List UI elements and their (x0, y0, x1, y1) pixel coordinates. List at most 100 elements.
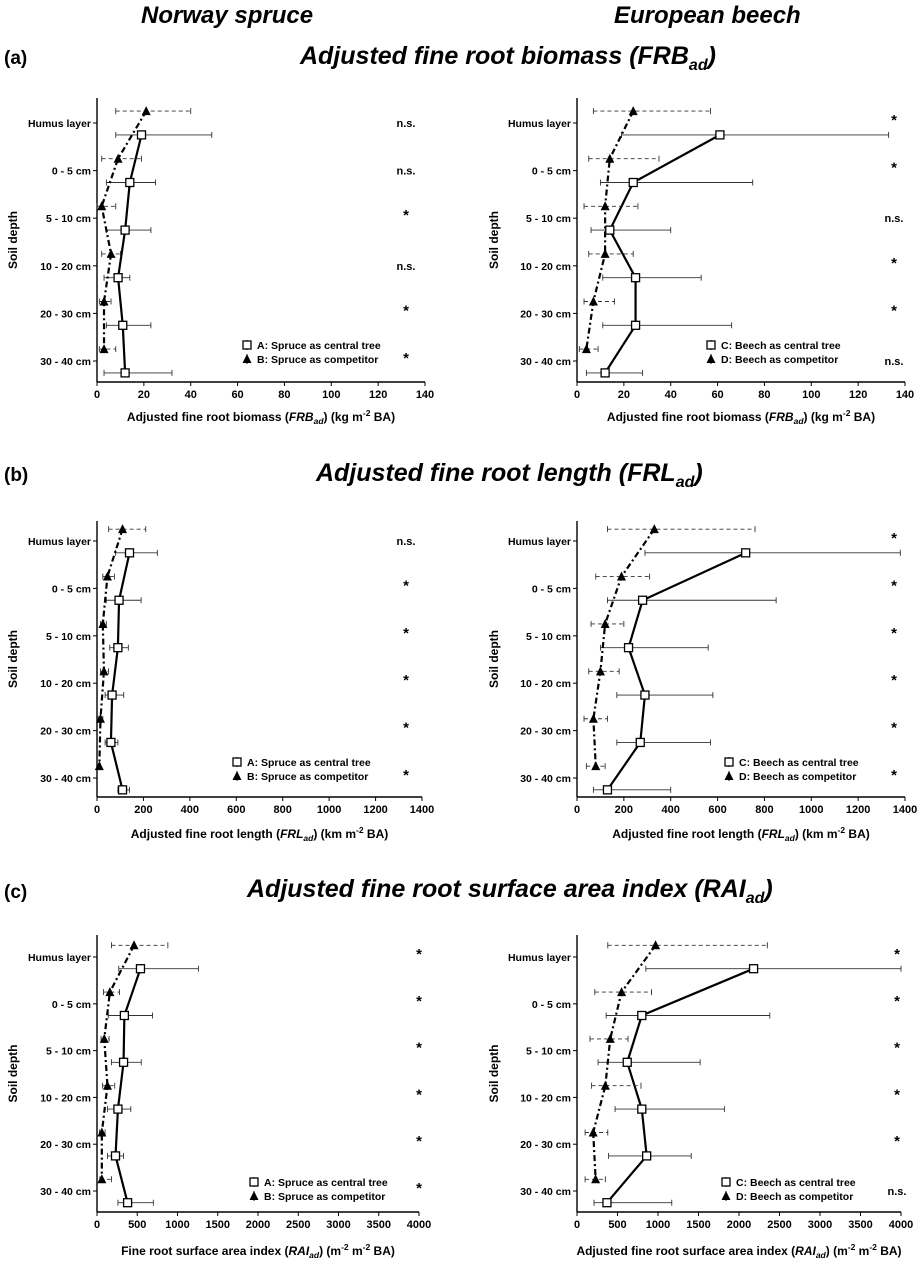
y-tick-label: 0 - 5 cm (52, 583, 91, 595)
significance-mark: * (403, 302, 409, 319)
x-tick-label: 100 (802, 389, 820, 401)
data-point (113, 153, 123, 163)
y-tick-label: 10 - 20 cm (520, 1092, 571, 1104)
data-point (99, 1033, 109, 1043)
x-tick-label: 2500 (286, 1219, 310, 1231)
x-axis-label: Adjusted fine root surface area index (R… (576, 1242, 901, 1260)
series-central-tree (104, 548, 158, 795)
x-tick-label: 1000 (165, 1219, 189, 1231)
panel-b-spruce: 0 200 400 600 800 1000 1200 1400 Humus layer 0 - … (6, 521, 434, 843)
x-tick-label: 0 (574, 389, 580, 401)
legend: C: Beech as central tree D: Beech as comp… (724, 757, 859, 783)
x-tick-label: 3000 (808, 1219, 832, 1231)
y-tick-label: 10 - 20 cm (520, 678, 571, 690)
section-tag-b: (b) (4, 465, 29, 486)
data-point (98, 618, 108, 628)
data-point (617, 571, 627, 581)
data-point (628, 106, 638, 116)
legend: C: Beech as central tree D: Beech as comp… (706, 340, 841, 366)
section-title-a: Adjusted fine root biomass (FRBad) (300, 42, 716, 74)
x-axis-label: Adjusted fine root length (FRLad) (km m-… (131, 825, 389, 843)
data-point (630, 320, 641, 330)
x-tick-label: 1500 (686, 1219, 710, 1231)
significance-mark: * (891, 767, 897, 784)
data-point (119, 1010, 130, 1021)
series-line (116, 134, 143, 373)
x-tick-label: 0 (94, 1219, 100, 1231)
series-competitor (94, 524, 147, 771)
significance-mark: n.s. (885, 213, 904, 225)
panel-c-beech: 0 500 1000 1500 2000 2500 3000 3500 4000 Humus la… (487, 935, 913, 1260)
data-point (581, 344, 591, 354)
y-tick-label: 20 - 30 cm (520, 308, 571, 320)
y-tick-label: 20 - 30 cm (40, 1139, 91, 1151)
data-point (628, 177, 638, 188)
significance-mark: * (403, 720, 409, 737)
significance-mark: n.s. (397, 118, 416, 130)
x-tick-label: 100 (322, 389, 340, 401)
data-point (588, 1127, 598, 1137)
data-point (120, 225, 130, 235)
legend-label: C: Beech as central tree (739, 757, 859, 769)
significance-mark: * (891, 112, 897, 129)
x-tick-label: 60 (231, 389, 243, 401)
data-point (605, 153, 615, 163)
x-tick-label: 40 (185, 389, 197, 401)
x-tick-label: 140 (416, 389, 434, 401)
legend: C: Beech as central tree D: Beech as comp… (721, 1177, 856, 1203)
data-point (94, 761, 104, 771)
data-point (622, 1057, 632, 1067)
significance-mark: * (891, 530, 897, 547)
data-point (605, 225, 615, 235)
section-title-c: Adjusted fine root surface area index (R… (247, 875, 773, 907)
significance-mark: * (894, 993, 900, 1010)
x-tick-label: 1200 (846, 804, 870, 816)
data-point (630, 273, 641, 283)
data-point (129, 940, 139, 950)
y-tick-label: 0 - 5 cm (532, 166, 571, 178)
data-point (99, 344, 109, 354)
y-tick-label: 20 - 30 cm (520, 726, 571, 738)
significance-mark: * (894, 1133, 900, 1150)
significance-mark: * (416, 993, 422, 1010)
y-tick-label: Humus layer (508, 118, 571, 130)
series-central-tree (107, 964, 199, 1208)
x-tick-label: 0 (94, 804, 100, 816)
data-point (110, 1151, 121, 1161)
x-tick-label: 3500 (367, 1219, 391, 1231)
data-point (125, 177, 135, 188)
x-tick-label: 2500 (767, 1219, 791, 1231)
x-tick-label: 400 (181, 804, 199, 816)
data-point (107, 690, 117, 700)
y-axis-label: Soil depth (6, 1045, 20, 1103)
data-point (106, 248, 116, 258)
legend-label: B: Spruce as competitor (264, 1191, 385, 1203)
series-competitor (578, 106, 711, 354)
significance-mark: * (891, 672, 897, 689)
series-line (604, 133, 721, 374)
section-tag-c: (c) (4, 882, 28, 903)
x-tick-label: 1500 (206, 1219, 230, 1231)
series-line (100, 110, 148, 350)
y-axis-label: Soil depth (6, 211, 20, 269)
legend-marker (724, 771, 734, 780)
data-point (591, 1174, 601, 1184)
series-line (592, 944, 657, 1180)
y-tick-label: 20 - 30 cm (40, 726, 91, 738)
data-point (97, 1127, 107, 1137)
x-tick-label: 1000 (646, 1219, 670, 1231)
y-axis-label: Soil depth (487, 1045, 501, 1103)
data-point (600, 618, 610, 628)
legend-label: D: Beech as competitor (739, 771, 856, 783)
data-point (741, 548, 751, 558)
data-point (602, 1198, 612, 1208)
y-tick-label: 30 - 40 cm (520, 1186, 571, 1198)
series-central-tree (593, 964, 902, 1208)
data-point (97, 201, 107, 211)
legend-label: C: Beech as central tree (721, 340, 841, 352)
significance-mark: * (403, 767, 409, 784)
data-point (595, 666, 605, 676)
x-tick-label: 1200 (363, 804, 387, 816)
legend-label: D: Beech as competitor (721, 354, 838, 366)
